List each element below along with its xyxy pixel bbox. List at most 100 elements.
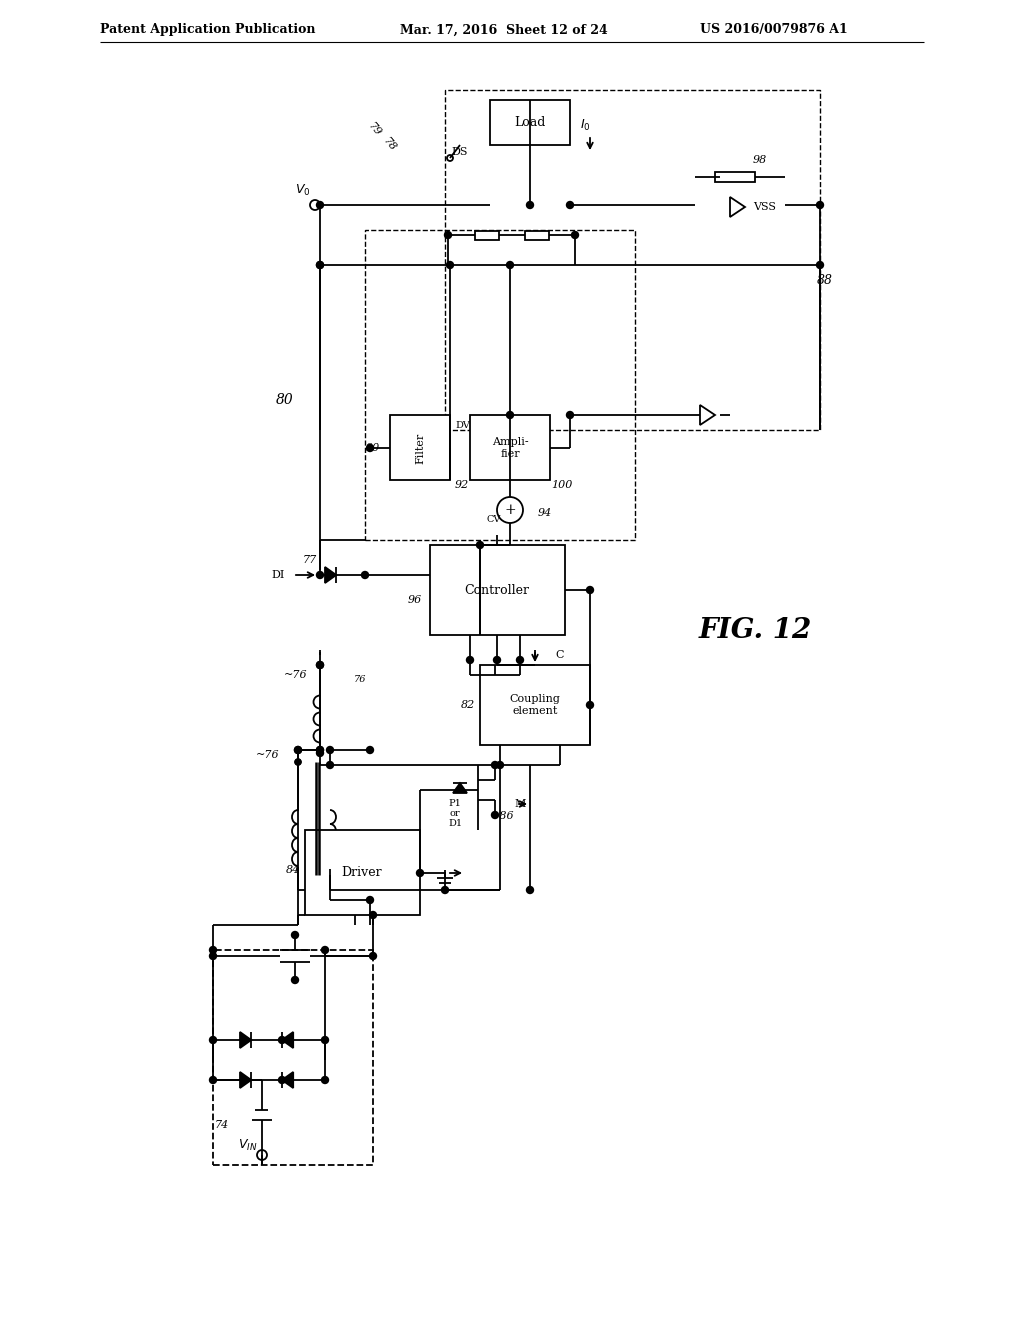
Circle shape	[316, 661, 324, 668]
Circle shape	[494, 656, 501, 664]
Circle shape	[210, 1077, 216, 1084]
Circle shape	[566, 412, 573, 418]
Circle shape	[210, 946, 216, 953]
Circle shape	[327, 762, 334, 768]
Text: 92: 92	[455, 480, 469, 490]
Circle shape	[446, 261, 454, 268]
Polygon shape	[240, 1072, 251, 1088]
Circle shape	[322, 946, 329, 953]
Circle shape	[566, 202, 573, 209]
Text: $V_{IN}$: $V_{IN}$	[239, 1138, 258, 1152]
Circle shape	[507, 412, 513, 418]
Circle shape	[279, 1077, 286, 1084]
Circle shape	[322, 1036, 329, 1044]
Bar	[715, 172, 755, 182]
Polygon shape	[453, 783, 467, 793]
Text: $I_0$: $I_0$	[580, 117, 591, 132]
Circle shape	[587, 701, 594, 709]
Circle shape	[587, 586, 594, 594]
Circle shape	[279, 1036, 286, 1044]
Text: Load: Load	[514, 116, 546, 129]
Circle shape	[292, 977, 299, 983]
Circle shape	[526, 887, 534, 894]
Text: 80: 80	[276, 393, 294, 407]
Text: 90: 90	[366, 444, 380, 453]
Circle shape	[507, 261, 513, 268]
Circle shape	[492, 762, 499, 768]
Text: 100: 100	[551, 480, 572, 490]
Text: 74: 74	[215, 1119, 229, 1130]
Text: Patent Application Publication: Patent Application Publication	[100, 24, 315, 37]
Text: Coupling
element: Coupling element	[510, 694, 560, 715]
Text: $V_0$: $V_0$	[295, 182, 310, 198]
Text: +: +	[504, 503, 516, 517]
Text: Filter: Filter	[415, 433, 425, 463]
Circle shape	[295, 759, 301, 766]
Circle shape	[476, 541, 483, 549]
Circle shape	[441, 887, 449, 894]
Text: US 2016/0079876 A1: US 2016/0079876 A1	[700, 24, 848, 37]
Bar	[365, 230, 635, 540]
Text: M: M	[514, 799, 525, 809]
Circle shape	[322, 1077, 329, 1084]
Text: Controller: Controller	[465, 583, 529, 597]
Circle shape	[316, 661, 324, 668]
Circle shape	[370, 953, 377, 960]
Circle shape	[444, 231, 452, 239]
Circle shape	[327, 747, 334, 754]
Text: CV: CV	[486, 516, 501, 524]
Bar	[490, 100, 570, 145]
Text: 84: 84	[286, 865, 300, 875]
Circle shape	[370, 912, 377, 919]
Text: Mar. 17, 2016  Sheet 12 of 24: Mar. 17, 2016 Sheet 12 of 24	[400, 24, 608, 37]
Circle shape	[316, 747, 324, 754]
Circle shape	[316, 261, 324, 268]
Circle shape	[417, 870, 424, 876]
Polygon shape	[240, 1032, 251, 1048]
Text: 98: 98	[753, 154, 767, 165]
Circle shape	[295, 747, 301, 754]
Circle shape	[492, 812, 499, 818]
Bar	[470, 414, 550, 480]
Bar	[430, 545, 565, 635]
Circle shape	[367, 747, 374, 754]
Circle shape	[316, 747, 324, 754]
Circle shape	[295, 747, 301, 754]
Text: FIG. 12: FIG. 12	[698, 616, 812, 644]
Circle shape	[816, 202, 823, 209]
Text: P1: P1	[449, 799, 462, 808]
Bar	[305, 830, 420, 915]
Circle shape	[497, 762, 504, 768]
Circle shape	[316, 202, 324, 209]
Text: VSS: VSS	[754, 202, 776, 213]
Circle shape	[316, 261, 324, 268]
Text: 88: 88	[817, 273, 833, 286]
Text: DV: DV	[456, 421, 470, 429]
Text: 78: 78	[382, 136, 398, 153]
Bar	[445, 90, 820, 430]
Circle shape	[516, 656, 523, 664]
Text: ~76: ~76	[285, 671, 308, 680]
Text: DI: DI	[271, 570, 285, 579]
Polygon shape	[325, 568, 336, 583]
Circle shape	[367, 445, 374, 451]
Circle shape	[367, 896, 374, 903]
Circle shape	[467, 656, 473, 664]
Text: or: or	[450, 808, 461, 817]
Text: D1: D1	[447, 818, 462, 828]
Bar	[480, 665, 590, 744]
Text: 94: 94	[538, 508, 552, 517]
Bar	[213, 950, 373, 1166]
Circle shape	[316, 750, 324, 756]
Text: DS: DS	[452, 147, 468, 157]
Circle shape	[316, 572, 324, 578]
Text: Driver: Driver	[342, 866, 382, 879]
Circle shape	[571, 231, 579, 239]
Circle shape	[292, 932, 299, 939]
Text: 82: 82	[461, 700, 475, 710]
Bar	[475, 231, 499, 239]
Text: ~76: ~76	[256, 750, 280, 760]
Text: C: C	[556, 649, 564, 660]
Polygon shape	[282, 1072, 293, 1088]
Text: 79: 79	[367, 121, 383, 139]
